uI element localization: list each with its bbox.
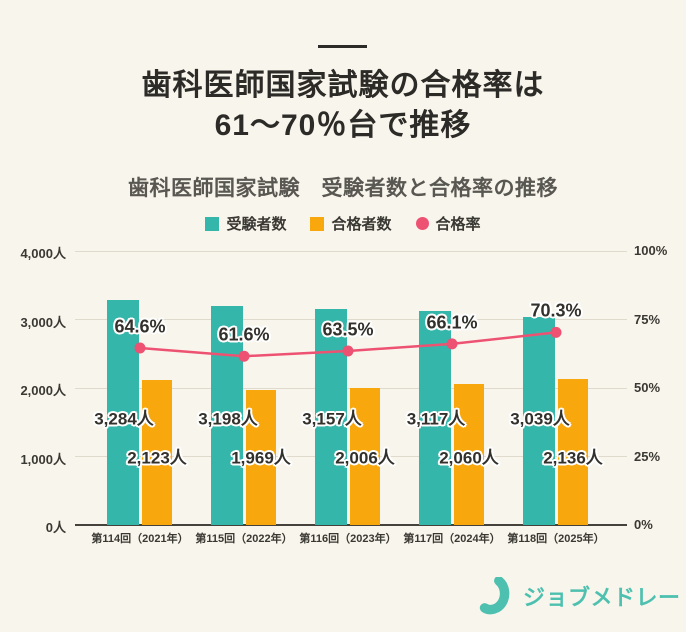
x-axis-line <box>75 524 627 526</box>
x-axis-category-label: 第114回（2021年） <box>91 533 189 545</box>
jobmedley-mark-icon <box>479 577 510 615</box>
y-axis-tick-right: 100% <box>634 243 668 258</box>
legend-item-applicants: 受験者数 <box>205 213 286 234</box>
applicants-bar <box>315 308 347 525</box>
x-axis-category-label: 第117回（2024年） <box>403 533 501 545</box>
y-axis-tick-left: 4,000人 <box>20 246 66 261</box>
applicants-bar <box>523 316 555 525</box>
passers-value-label: 2,060人 <box>439 448 499 468</box>
jobmedley-logo: ジョブメドレー <box>476 577 681 615</box>
pass-rate-swatch-icon <box>415 217 429 230</box>
page-title-line1: 歯科医師国家試験の合格率は <box>141 69 545 102</box>
applicants-value-label: 3,284人 <box>94 409 154 429</box>
chart-subtitle: 歯科医師国家試験 受験者数と合格率の推移 <box>128 177 558 200</box>
legend-item-passers: 合格者数 <box>310 213 392 234</box>
applicants-value-label: 3,039人 <box>510 409 570 429</box>
legend-item-pass-rate: 合格率 <box>415 213 481 234</box>
y-axis-tick-right: 50% <box>634 380 661 395</box>
page-title-line2: 61～70％台で推移 <box>214 108 472 142</box>
y-axis-tick-right: 75% <box>634 311 661 327</box>
applicants-bar <box>107 300 139 525</box>
passers-value-label: 1,969人 <box>231 448 291 468</box>
applicants-value-label: 3,198人 <box>198 409 258 429</box>
y-axis-tick-right: 0% <box>634 517 653 532</box>
x-axis-category-label: 第118回（2025年） <box>507 533 605 545</box>
x-axis-category-label: 第115回（2022年） <box>195 533 293 545</box>
pass-rate-point <box>446 338 458 350</box>
applicants-bar <box>211 305 243 525</box>
passers-swatch-icon <box>310 216 325 231</box>
passers-bar <box>350 387 380 525</box>
passers-bar <box>246 390 276 525</box>
pass-rate-point <box>342 345 354 357</box>
gridline <box>75 319 627 320</box>
y-axis-tick-right: 25% <box>634 448 661 464</box>
pass-rate-label: 64.6% <box>114 316 166 337</box>
passers-bar <box>558 378 588 525</box>
pass-rate-point <box>238 350 250 362</box>
title-dash-rule <box>318 45 367 48</box>
gridline <box>75 250 627 252</box>
legend-label: 合格者数 <box>331 216 392 233</box>
x-axis-category-label: 第116回（2023年） <box>299 533 397 545</box>
y-axis-tick-left: 1,000人 <box>20 451 66 467</box>
y-axis-tick-left: 0人 <box>45 520 66 535</box>
pass-rate-label: 63.5% <box>322 319 374 340</box>
pass-rate-label: 66.1% <box>426 312 478 333</box>
pass-rate-label: 61.6% <box>218 324 270 345</box>
y-axis-tick-left: 2,000人 <box>20 383 66 398</box>
applicants-bar <box>419 311 451 525</box>
legend-label: 合格率 <box>435 216 481 233</box>
pass-rate-label: 70.3% <box>530 300 582 321</box>
chart-legend: 受験者数 合格者数 合格率 <box>0 213 686 234</box>
applicants-value-label: 3,117人 <box>406 409 466 429</box>
jobmedley-logo-text: ジョブメドレー <box>523 585 681 610</box>
passers-value-label: 2,123人 <box>127 448 187 468</box>
pass-rate-point <box>550 326 562 338</box>
passers-bar <box>142 379 172 525</box>
legend-label: 受験者数 <box>226 216 287 233</box>
applicants-value-label: 3,157人 <box>302 409 362 429</box>
passers-bar <box>454 383 484 525</box>
applicants-swatch-icon <box>205 216 220 231</box>
y-axis-tick-left: 3,000人 <box>20 314 66 330</box>
pass-rate-point <box>134 342 146 354</box>
passers-value-label: 2,136人 <box>543 448 603 468</box>
page-title: 歯科医師国家試験の合格率は 61～70％台で推移 <box>0 66 686 146</box>
passers-value-label: 2,006人 <box>335 448 395 468</box>
